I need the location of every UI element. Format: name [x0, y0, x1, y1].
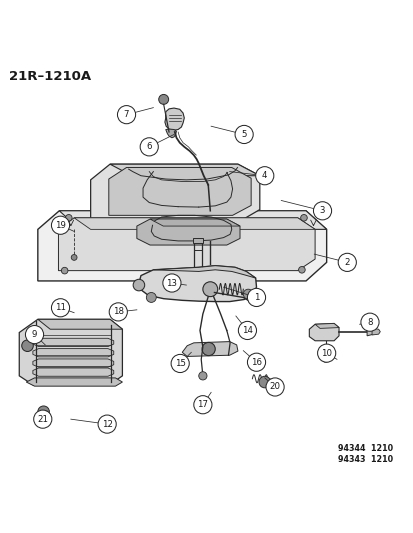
Circle shape — [202, 282, 217, 297]
Polygon shape — [90, 164, 259, 221]
Polygon shape — [366, 328, 375, 336]
Text: 15: 15 — [174, 359, 185, 368]
Text: 94343  1210: 94343 1210 — [337, 455, 392, 464]
Circle shape — [238, 321, 256, 340]
Text: 4: 4 — [261, 171, 267, 180]
Circle shape — [38, 406, 49, 417]
Polygon shape — [139, 265, 256, 302]
Polygon shape — [38, 319, 122, 329]
Circle shape — [337, 253, 356, 271]
Circle shape — [133, 279, 145, 291]
Circle shape — [202, 342, 215, 356]
Circle shape — [109, 303, 127, 321]
Text: 16: 16 — [250, 358, 261, 367]
Circle shape — [255, 167, 273, 185]
Circle shape — [321, 354, 329, 362]
Polygon shape — [150, 219, 240, 226]
Text: 12: 12 — [102, 419, 112, 429]
Circle shape — [71, 255, 77, 260]
Polygon shape — [192, 238, 202, 243]
Circle shape — [51, 216, 69, 235]
Polygon shape — [309, 324, 338, 341]
Circle shape — [247, 288, 265, 306]
Polygon shape — [153, 265, 255, 278]
Circle shape — [259, 376, 270, 388]
Text: 2: 2 — [344, 258, 349, 267]
Circle shape — [300, 214, 306, 221]
Text: 18: 18 — [112, 308, 123, 317]
Polygon shape — [38, 211, 326, 281]
Circle shape — [22, 340, 33, 351]
Circle shape — [243, 289, 253, 299]
Circle shape — [266, 378, 283, 396]
Text: 8: 8 — [366, 318, 372, 327]
Circle shape — [313, 201, 331, 220]
Text: 19: 19 — [55, 221, 66, 230]
Circle shape — [235, 125, 253, 143]
Text: 20: 20 — [269, 383, 280, 391]
Circle shape — [171, 354, 189, 373]
Text: 6: 6 — [146, 142, 152, 151]
Polygon shape — [58, 218, 314, 271]
Circle shape — [198, 372, 206, 380]
Text: 21R–1210A: 21R–1210A — [9, 70, 91, 83]
Text: 9: 9 — [32, 330, 37, 339]
Text: 14: 14 — [241, 326, 252, 335]
Text: 7: 7 — [123, 110, 129, 119]
Circle shape — [360, 313, 378, 332]
Polygon shape — [33, 368, 114, 376]
Circle shape — [117, 106, 135, 124]
Circle shape — [51, 298, 69, 317]
Polygon shape — [164, 108, 184, 131]
Circle shape — [33, 410, 52, 428]
Circle shape — [298, 266, 304, 273]
Polygon shape — [109, 167, 251, 215]
Circle shape — [158, 94, 168, 104]
Text: 11: 11 — [55, 303, 66, 312]
Circle shape — [193, 395, 211, 414]
Text: 94344  1210: 94344 1210 — [337, 444, 392, 453]
Polygon shape — [33, 359, 114, 367]
Polygon shape — [19, 319, 122, 385]
Polygon shape — [33, 349, 114, 357]
Polygon shape — [74, 218, 314, 229]
Circle shape — [98, 415, 116, 433]
Polygon shape — [110, 164, 259, 176]
Circle shape — [247, 353, 265, 372]
Text: 17: 17 — [197, 400, 208, 409]
Polygon shape — [371, 328, 380, 335]
Text: 3: 3 — [319, 206, 325, 215]
Circle shape — [140, 138, 158, 156]
Text: 10: 10 — [320, 349, 331, 358]
Text: 5: 5 — [241, 130, 246, 139]
Polygon shape — [137, 219, 240, 245]
Circle shape — [25, 326, 43, 344]
Circle shape — [61, 268, 68, 274]
Circle shape — [162, 274, 180, 292]
Circle shape — [317, 344, 335, 362]
Text: 21: 21 — [37, 415, 48, 424]
Circle shape — [65, 214, 72, 221]
Circle shape — [146, 293, 156, 302]
Text: 13: 13 — [166, 279, 177, 287]
Polygon shape — [33, 338, 114, 346]
Polygon shape — [165, 129, 176, 138]
Polygon shape — [182, 342, 237, 357]
Polygon shape — [26, 378, 122, 386]
Polygon shape — [59, 211, 326, 229]
Text: 1: 1 — [253, 293, 259, 302]
Polygon shape — [314, 324, 338, 328]
